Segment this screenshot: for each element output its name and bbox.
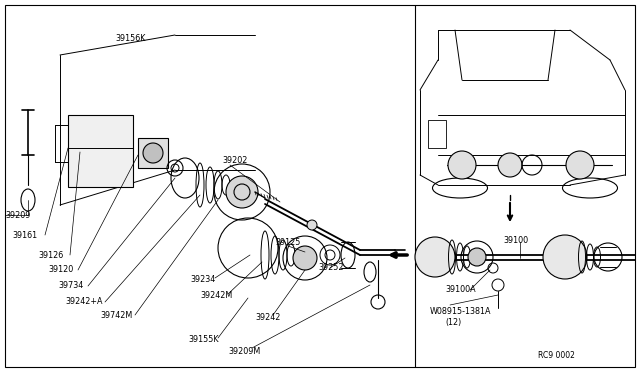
Text: 39234: 39234 xyxy=(190,276,215,285)
Text: 39742M: 39742M xyxy=(100,311,132,320)
Circle shape xyxy=(143,143,163,163)
Text: 39126: 39126 xyxy=(38,250,63,260)
Circle shape xyxy=(543,235,587,279)
Circle shape xyxy=(498,153,522,177)
Text: 39120: 39120 xyxy=(48,266,73,275)
Circle shape xyxy=(415,237,455,277)
Circle shape xyxy=(307,220,317,230)
Text: 39734: 39734 xyxy=(58,282,83,291)
Text: 39242+A: 39242+A xyxy=(65,298,102,307)
Text: 39209: 39209 xyxy=(5,211,30,219)
Circle shape xyxy=(448,151,476,179)
Circle shape xyxy=(226,176,258,208)
Text: 39125: 39125 xyxy=(275,237,300,247)
Text: 39202: 39202 xyxy=(222,155,248,164)
Bar xyxy=(428,120,446,148)
Text: 39156K: 39156K xyxy=(115,33,145,42)
Text: 39161: 39161 xyxy=(12,231,37,240)
Text: W08915-1381A: W08915-1381A xyxy=(430,308,492,317)
Text: 39100: 39100 xyxy=(503,235,528,244)
Text: (12): (12) xyxy=(445,317,461,327)
Text: RC9 0002: RC9 0002 xyxy=(538,350,575,359)
Text: 39242M: 39242M xyxy=(200,292,232,301)
Text: 39252: 39252 xyxy=(318,263,344,273)
Text: 39100A: 39100A xyxy=(445,285,476,295)
Circle shape xyxy=(293,246,317,270)
Bar xyxy=(138,138,168,168)
Text: 39209M: 39209M xyxy=(228,347,260,356)
Bar xyxy=(68,115,133,187)
Circle shape xyxy=(566,151,594,179)
Circle shape xyxy=(468,248,486,266)
Text: 39155K: 39155K xyxy=(188,336,218,344)
Text: 39242: 39242 xyxy=(255,314,280,323)
